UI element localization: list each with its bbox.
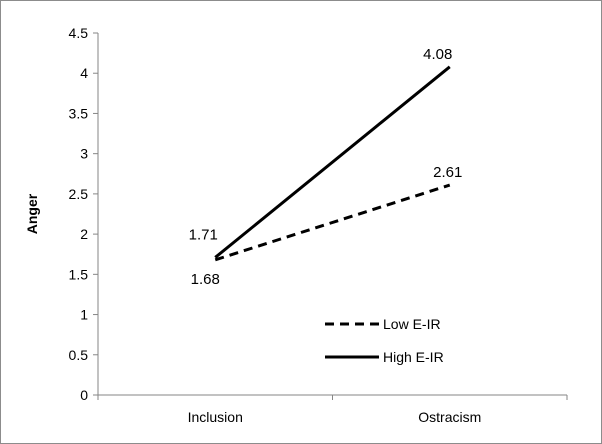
data-label: 4.08 xyxy=(423,46,452,63)
y-tick-label: 4 xyxy=(80,65,88,81)
y-tick-label: 3.5 xyxy=(69,105,89,121)
y-tick-label: 3 xyxy=(80,146,88,162)
y-tick-label: 1 xyxy=(80,307,88,323)
y-tick-label: 0.5 xyxy=(69,347,89,363)
legend-label-low-e-ir: Low E-IR xyxy=(383,316,441,332)
y-axis-title: Anger xyxy=(24,193,40,234)
data-label: 1.68 xyxy=(191,271,220,288)
x-tick-label: Inclusion xyxy=(188,409,243,425)
legend: Low E-IR High E-IR xyxy=(325,316,444,365)
legend-label-high-e-ir: High E-IR xyxy=(383,349,444,365)
series-line-low-e-ir xyxy=(214,183,451,262)
x-tick-label: Ostracism xyxy=(418,409,481,425)
data-labels: 1.68 2.61 1.71 4.08 xyxy=(189,46,463,288)
y-tick-labels: 0 0.5 1 1.5 2 2.5 3 3.5 4 4.5 xyxy=(69,25,89,403)
y-tick-label: 0 xyxy=(80,387,88,403)
data-label: 2.61 xyxy=(433,164,462,181)
x-tick-labels: Inclusion Ostracism xyxy=(188,409,482,425)
axes xyxy=(93,32,568,400)
data-label: 1.71 xyxy=(189,226,218,243)
y-tick-label: 4.5 xyxy=(69,25,89,41)
y-tick-label: 1.5 xyxy=(69,266,89,282)
series-lines xyxy=(214,65,451,262)
y-tick-label: 2 xyxy=(80,226,88,242)
y-tick-label: 2.5 xyxy=(69,186,89,202)
series-line-high-e-ir xyxy=(214,65,451,259)
